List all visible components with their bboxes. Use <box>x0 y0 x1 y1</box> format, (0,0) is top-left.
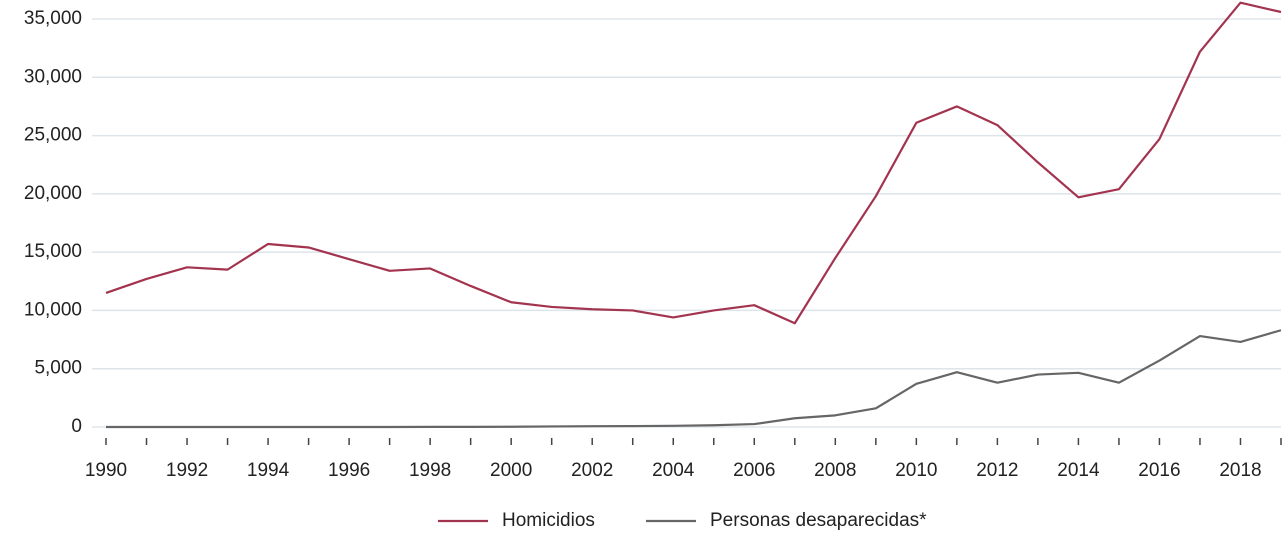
x-tick-label: 2006 <box>733 460 775 481</box>
y-tick-label: 25,000 <box>24 125 82 146</box>
x-tick-label: 2014 <box>1057 460 1100 481</box>
legend-label: Homicidios <box>502 510 595 531</box>
y-tick-label: 0 <box>71 416 82 437</box>
line-series <box>105 1 1282 325</box>
x-tick-label: 1992 <box>166 460 208 481</box>
x-tick-label: 2012 <box>976 460 1018 481</box>
line-series <box>106 329 1282 429</box>
y-tick-label: 20,000 <box>24 183 82 204</box>
x-tick-label: 2016 <box>1138 460 1180 481</box>
y-tick-label: 15,000 <box>24 241 82 262</box>
x-tick-label: 2000 <box>490 460 532 481</box>
x-tick-label: 1994 <box>247 460 290 481</box>
y-tick-label: 5,000 <box>34 358 82 379</box>
x-tick-label: 2002 <box>571 460 613 481</box>
x-tick-label: 1998 <box>409 460 451 481</box>
x-tick-label: 2008 <box>814 460 856 481</box>
x-tick-label: 2004 <box>652 460 695 481</box>
x-tick-label: 2010 <box>895 460 937 481</box>
legend-label: Personas desaparecidas* <box>710 510 927 531</box>
x-tick-label: 1990 <box>85 460 127 481</box>
x-tick-label: 1996 <box>328 460 370 481</box>
x-tick-label: 2018 <box>1219 460 1261 481</box>
y-tick-label: 30,000 <box>24 66 82 87</box>
y-tick-label: 35,000 <box>24 8 82 29</box>
y-tick-label: 10,000 <box>24 299 82 320</box>
